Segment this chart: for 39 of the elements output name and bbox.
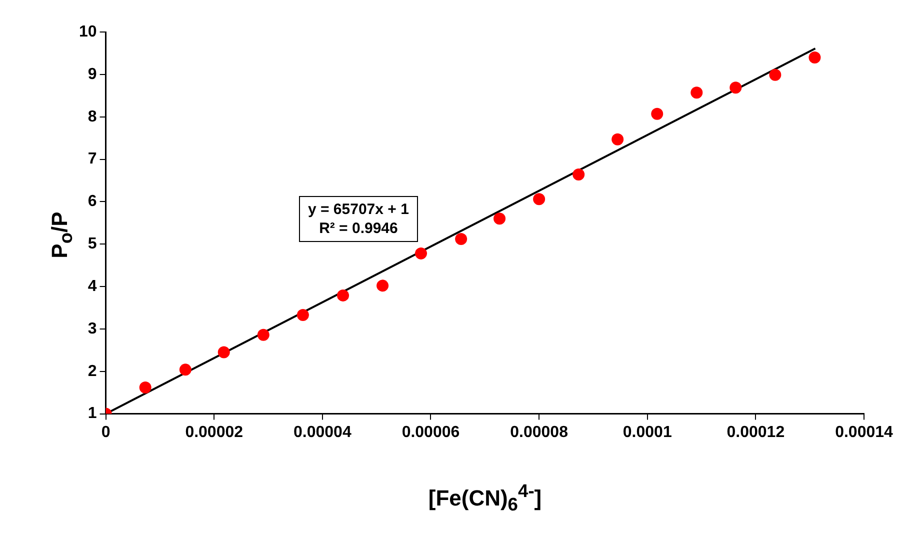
point <box>533 193 546 206</box>
y-tick-label: 6 <box>88 193 97 210</box>
x-tick-label: 0.00008 <box>510 424 568 441</box>
point <box>572 168 585 181</box>
x-axis-title: [Fe(CN)$_{6}$$^{4-}$] <box>428 480 542 516</box>
x-tick-label: 0.00006 <box>402 424 460 441</box>
y-tick-label: 2 <box>88 362 97 380</box>
x-tick-label: 0.00004 <box>294 424 352 441</box>
point <box>257 328 270 341</box>
point <box>376 280 389 292</box>
y-tick-label: 8 <box>88 108 97 126</box>
annotation: R² = 0.9946 <box>318 219 399 238</box>
point <box>690 86 703 99</box>
point <box>769 68 782 81</box>
point <box>612 133 624 146</box>
point <box>651 108 664 120</box>
point <box>455 233 468 246</box>
x-tick-label: 0.00014 <box>835 424 894 441</box>
y-tick-label: 1 <box>88 405 97 422</box>
x-tick-label: 0.00002 <box>185 424 244 441</box>
point <box>139 382 152 394</box>
point <box>414 247 427 260</box>
point <box>730 82 742 94</box>
x-tick-label: 0 <box>101 424 110 441</box>
y-tick-label: 4 <box>88 278 97 295</box>
x-tick-label: 0.0001 <box>622 424 672 441</box>
x-tick-label: 0.00012 <box>726 424 785 441</box>
point <box>494 212 506 225</box>
point <box>218 346 230 358</box>
y-tick-label: 7 <box>88 150 97 168</box>
y-tick-label: 3 <box>88 320 97 338</box>
point <box>337 289 350 302</box>
y-tick-label: 10 <box>79 23 97 40</box>
point <box>296 308 309 321</box>
point <box>808 51 821 64</box>
point <box>179 364 192 376</box>
y-tick-label: 5 <box>88 236 97 253</box>
annotation: y = 65707x + 1 <box>308 200 409 219</box>
y-tick-label: 9 <box>88 66 97 83</box>
